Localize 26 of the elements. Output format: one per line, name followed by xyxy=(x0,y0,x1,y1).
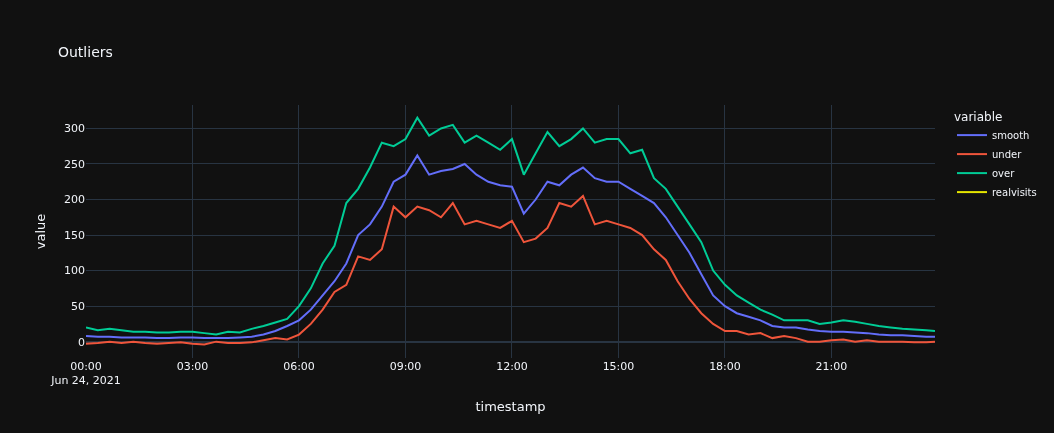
chart-title: Outliers xyxy=(57,44,113,61)
x-tick-label: 06:00 xyxy=(283,360,315,373)
line-series xyxy=(86,154,935,340)
legend-label: realvisits xyxy=(991,187,1037,198)
y-tick-label: 300 xyxy=(64,122,85,136)
legend-label: smooth xyxy=(991,130,1030,141)
y-tick-label: 250 xyxy=(64,157,85,171)
y-tick-label: 150 xyxy=(64,228,85,242)
y-tick-label: 200 xyxy=(64,193,85,207)
x-tick-label: 21:00 xyxy=(815,360,848,373)
x-tick-label: 09:00 xyxy=(389,360,422,373)
y-tick-label: 100 xyxy=(64,264,85,278)
x-tick-label: 12:00 xyxy=(496,360,528,373)
x-tick-label: 15:00 xyxy=(602,360,635,373)
y-axis-title: value xyxy=(32,213,48,250)
x-tick-label: 18:00 xyxy=(709,360,741,373)
legend-label: under xyxy=(991,149,1023,160)
y-tick-label: 0 xyxy=(78,335,85,349)
line-series xyxy=(86,194,935,346)
legend-label: over xyxy=(991,168,1016,179)
legend-title: variable xyxy=(953,109,1003,124)
x-tick-label: 03:00 xyxy=(176,360,209,373)
line-series xyxy=(86,116,935,336)
y-tick-label: 50 xyxy=(71,299,85,313)
x-tick-label: 00:00 Jun 24, 2021 xyxy=(50,360,121,388)
x-axis-title: timestamp xyxy=(475,398,546,414)
